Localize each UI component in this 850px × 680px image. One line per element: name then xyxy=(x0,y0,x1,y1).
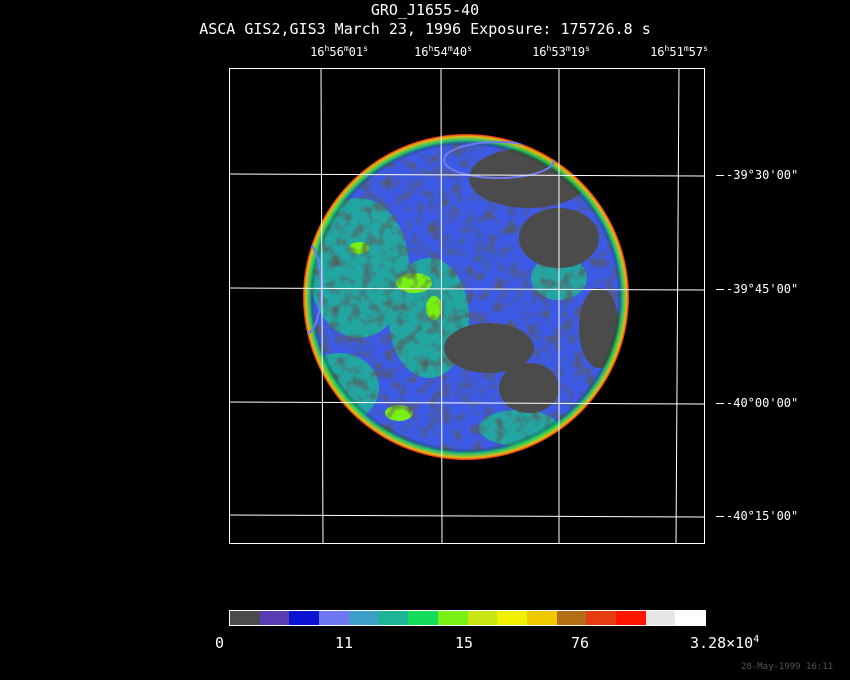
colorbar-segment-6 xyxy=(408,611,438,625)
dec-label-4: -40°15'00" xyxy=(716,509,798,523)
observation-subtitle: ASCA GIS2,GIS3 March 23, 1996 Exposure: … xyxy=(199,20,651,38)
colorbar-segment-12 xyxy=(586,611,616,625)
colorbar-segment-9 xyxy=(497,611,527,625)
colorbar-label-15: 15 xyxy=(455,634,474,652)
colorbar-segment-0 xyxy=(230,611,260,625)
colorbar-label-max: 3.28×104 xyxy=(690,634,760,652)
image-frame-border xyxy=(229,68,705,544)
ra-label-2: 16h54m40s xyxy=(414,44,472,59)
sky-image xyxy=(229,68,705,544)
colorbar-label-min: 0 xyxy=(215,634,225,652)
color-scale-bar xyxy=(229,610,706,626)
colorbar-segment-3 xyxy=(319,611,349,625)
colorbar-label-76: 76 xyxy=(571,634,590,652)
colorbar-segment-4 xyxy=(348,611,379,625)
colorbar-segment-8 xyxy=(467,611,498,625)
dec-label-3: -40°00'00" xyxy=(716,396,798,410)
sky-image-panel xyxy=(229,68,705,544)
object-title: GRO_J1655-40 xyxy=(370,1,480,19)
ra-label-1: 16h56m01s xyxy=(310,44,368,59)
colorbar-label-11: 11 xyxy=(335,634,354,652)
dec-label-1: -39°30'00" xyxy=(716,168,798,182)
ra-label-4: 16h51m57s xyxy=(650,44,708,59)
colorbar-segment-10 xyxy=(526,611,557,625)
timestamp: 28-May-1999 16:11 xyxy=(741,662,834,672)
colorbar-segment-5 xyxy=(378,611,409,625)
coordinate-grid xyxy=(229,68,705,544)
colorbar-segment-15 xyxy=(675,611,705,625)
ra-label-3: 16h53m19s xyxy=(532,44,590,59)
colorbar-segment-14 xyxy=(645,611,676,625)
colorbar-segment-7 xyxy=(437,611,468,625)
dec-label-2: -39°45'00" xyxy=(716,282,798,296)
colorbar-segment-13 xyxy=(615,611,646,625)
colorbar-segment-2 xyxy=(289,611,320,625)
colorbar-segment-1 xyxy=(259,611,290,625)
colorbar-segment-11 xyxy=(556,611,587,625)
